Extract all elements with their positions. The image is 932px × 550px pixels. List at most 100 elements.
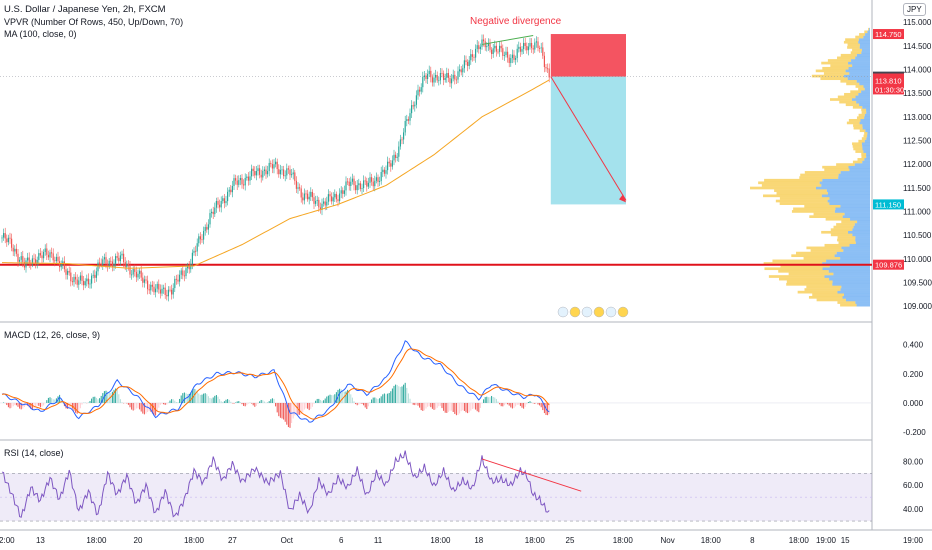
time-tick-label: 18:00 — [184, 536, 205, 545]
macd-histogram-bar — [475, 402, 477, 410]
macd-histogram-bar — [14, 402, 16, 406]
macd-histogram-bar — [271, 398, 273, 403]
candle-body — [235, 178, 237, 181]
macd-histogram-bar — [513, 402, 515, 408]
macd-histogram-bar — [230, 401, 232, 403]
candle-body — [455, 79, 457, 81]
time-tick-label: 27 — [228, 536, 237, 545]
vp-row-up — [861, 108, 867, 112]
macd-histogram-bar — [451, 402, 453, 411]
candle-body — [463, 60, 465, 69]
macd-histogram-bar — [129, 402, 131, 408]
macd-histogram-bar — [191, 390, 193, 403]
candle-body — [337, 199, 339, 202]
vp-row-up — [837, 238, 856, 242]
vp-row-up — [780, 264, 830, 268]
vp-row-down — [822, 267, 870, 271]
macd-histogram-bar — [97, 399, 99, 403]
candle-body — [471, 54, 473, 57]
candle-body — [361, 188, 363, 189]
macd-histogram-bar — [172, 399, 174, 403]
macd-histogram-bar — [523, 402, 525, 409]
candle-body — [468, 60, 470, 67]
vp-row-up — [768, 275, 825, 278]
vp-row-up — [763, 262, 823, 265]
candle-body — [243, 184, 245, 186]
macd-histogram-bar — [382, 394, 384, 403]
candle-body — [123, 253, 125, 263]
time-tick-label: 2:00 — [0, 536, 15, 545]
macd-histogram-bar — [11, 402, 13, 408]
vp-row-down — [838, 176, 870, 179]
macd-histogram-bar — [252, 402, 254, 406]
candle-body — [244, 177, 246, 186]
candle-body — [545, 67, 547, 69]
candle-body — [44, 248, 46, 252]
vp-row-up — [838, 241, 856, 245]
vp-row-up — [800, 173, 839, 177]
candle-body — [423, 75, 425, 77]
candle-body — [348, 181, 350, 186]
candle-body — [447, 73, 449, 78]
macd-histogram-bar — [121, 402, 123, 403]
candle-body — [380, 172, 382, 181]
candle-body — [155, 288, 157, 293]
macd-histogram-bar — [215, 395, 217, 403]
macd-histogram-bar — [391, 388, 393, 403]
vp-row-down — [827, 191, 870, 195]
macd-histogram-bar — [175, 402, 177, 403]
candle-body — [148, 289, 150, 291]
macd-histogram-bar — [342, 390, 344, 403]
macd-histogram-bar — [428, 402, 430, 407]
macd-histogram-bar — [398, 386, 400, 403]
vp-row-up — [859, 33, 866, 36]
vp-row-up — [810, 249, 844, 252]
price-tick-label: 109.500 — [903, 279, 932, 288]
candle-body — [367, 182, 369, 187]
price-tag — [873, 29, 904, 40]
price-tag-label: 109.876 — [875, 261, 902, 270]
candle-body — [247, 176, 249, 181]
macd-histogram-bar — [268, 401, 270, 403]
macd-histogram-bar — [527, 402, 529, 403]
macd-histogram-bar — [159, 402, 161, 405]
event-icon — [557, 306, 569, 318]
macd-histogram-bar — [526, 402, 528, 405]
macd-histogram-bar — [22, 402, 24, 409]
vp-row-up — [812, 293, 845, 297]
candle-body — [329, 194, 331, 197]
vp-row-up — [848, 118, 861, 122]
macd-histogram-bar — [190, 392, 192, 403]
candle-body — [483, 39, 485, 42]
vp-row-down — [849, 168, 870, 172]
candle-body — [377, 177, 379, 182]
macd-histogram-bar — [153, 402, 155, 416]
vp-row-down — [841, 246, 870, 250]
candle-body — [316, 199, 318, 202]
macd-histogram-bar — [110, 393, 112, 403]
vp-row-up — [852, 48, 862, 52]
macd-histogram-bar — [174, 400, 176, 403]
vp-row-up — [846, 82, 860, 86]
candle-body — [83, 280, 85, 286]
vp-row-down — [829, 197, 870, 200]
macd-signal-line — [1, 348, 550, 420]
candle-body — [220, 200, 222, 208]
macd-histogram-bar — [358, 402, 360, 405]
vp-row-up — [846, 121, 860, 125]
candle-body — [47, 254, 49, 258]
vp-row-down — [866, 137, 870, 140]
candle-body — [139, 270, 141, 274]
candle-body — [211, 211, 213, 214]
candle-body — [49, 252, 51, 258]
vp-row-down — [869, 27, 870, 31]
time-tick-label: 20 — [134, 536, 143, 545]
ma-label: MA (100, close, 0) — [4, 29, 77, 39]
candle-body — [444, 77, 446, 81]
vp-row-down — [844, 212, 870, 216]
macd-histogram-bar — [417, 402, 419, 406]
macd-histogram-bar — [425, 402, 427, 409]
candle-body — [319, 207, 321, 210]
candle-body — [71, 281, 73, 283]
